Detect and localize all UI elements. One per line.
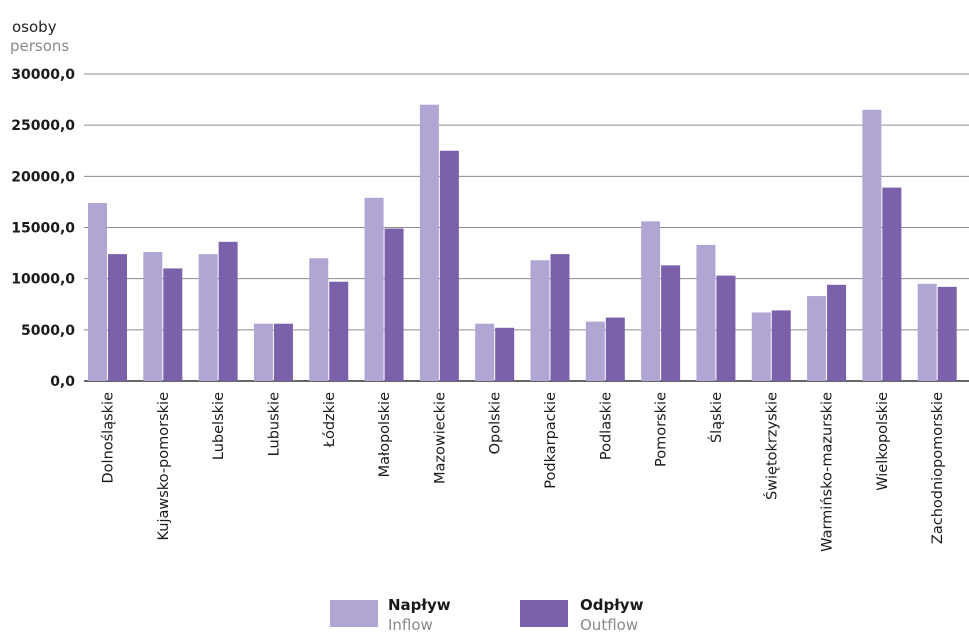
- bar-outflow: [108, 254, 127, 381]
- bars: [88, 104, 957, 382]
- bar-inflow: [88, 202, 107, 381]
- bar-inflow: [751, 312, 771, 381]
- legend-label-outflow-en: Outflow: [580, 616, 638, 632]
- x-tick-label: Świętokrzyskie: [762, 392, 780, 500]
- bar-inflow: [807, 296, 827, 381]
- x-tick-label: Lubelskie: [211, 392, 227, 460]
- bar-inflow: [475, 323, 495, 381]
- x-tick-label: Łódzkie: [322, 392, 338, 448]
- y-tick-label: 10000,0: [11, 272, 75, 288]
- bar-outflow: [439, 150, 459, 381]
- bar-inflow: [253, 323, 273, 381]
- x-tick-label: Wielkopolskie: [875, 392, 891, 491]
- bar-inflow: [198, 254, 218, 381]
- x-tick-label: Lubuskie: [266, 392, 282, 456]
- bar-inflow: [143, 252, 163, 381]
- y-tick-label: 25000,0: [11, 118, 75, 134]
- y-tick-label: 0,0: [50, 374, 75, 390]
- bar-inflow: [641, 221, 661, 381]
- x-tick-label: Śląskie: [707, 392, 725, 443]
- bar-outflow: [937, 286, 957, 381]
- bar-inflow: [419, 104, 439, 381]
- x-axis-labels: Dolnośląskie Kujawsko-pomorskie Lubelskie L…: [101, 392, 947, 552]
- legend: Napływ Inflow Odpływ Outflow: [330, 596, 644, 632]
- legend-label-outflow: Odpływ: [580, 596, 644, 614]
- bar-inflow: [364, 197, 384, 381]
- legend-swatch-outflow: [520, 600, 568, 627]
- bar-outflow: [550, 254, 570, 381]
- legend-label-inflow: Napływ: [388, 596, 451, 614]
- bar-outflow: [771, 310, 791, 381]
- bar-outflow: [329, 281, 349, 381]
- x-tick-label: Zachodniopomorskie: [930, 392, 946, 544]
- bar-outflow: [882, 187, 902, 381]
- y-axis-unit-english: persons: [10, 37, 69, 55]
- bar-inflow: [585, 321, 605, 381]
- x-tick-label: Pomorskie: [654, 392, 670, 467]
- bar-inflow: [862, 109, 882, 382]
- bar-outflow: [273, 323, 293, 381]
- x-tick-label: Podkarpackie: [543, 392, 559, 489]
- bar-inflow: [696, 244, 716, 381]
- y-tick-label: 15000,0: [11, 221, 75, 237]
- y-tick-label: 5000,0: [21, 323, 75, 339]
- bar-outflow: [384, 228, 404, 381]
- x-tick-label: Małopolskie: [377, 392, 393, 477]
- x-tick-label: Kujawsko-pomorskie: [156, 392, 172, 541]
- bar-outflow: [163, 268, 183, 381]
- x-tick-label: Mazowieckie: [432, 392, 448, 484]
- bar-outflow: [661, 265, 681, 381]
- bar-outflow: [218, 241, 238, 381]
- legend-label-inflow-en: Inflow: [388, 616, 433, 632]
- x-tick-label: Opolskie: [488, 392, 504, 454]
- bar-inflow: [309, 258, 329, 381]
- bar-outflow: [495, 327, 515, 381]
- bar-outflow: [716, 275, 736, 381]
- bar-outflow: [827, 284, 847, 381]
- bar-outflow: [605, 317, 625, 381]
- x-tick-label: Dolnośląskie: [101, 392, 117, 484]
- y-axis-unit-polish: osoby: [12, 18, 57, 36]
- x-tick-label: Podlaskie: [598, 392, 614, 460]
- legend-swatch-inflow: [330, 600, 378, 627]
- y-axis-ticks: 0,0 5000,0 10000,0 15000,0 20000,0 25000,0 300…: [11, 67, 75, 390]
- y-tick-label: 20000,0: [11, 169, 75, 185]
- bar-inflow: [917, 283, 937, 381]
- y-tick-label: 30000,0: [11, 67, 75, 83]
- bar-inflow: [530, 260, 550, 381]
- x-tick-label: Warmińsko-mazurskie: [820, 392, 836, 552]
